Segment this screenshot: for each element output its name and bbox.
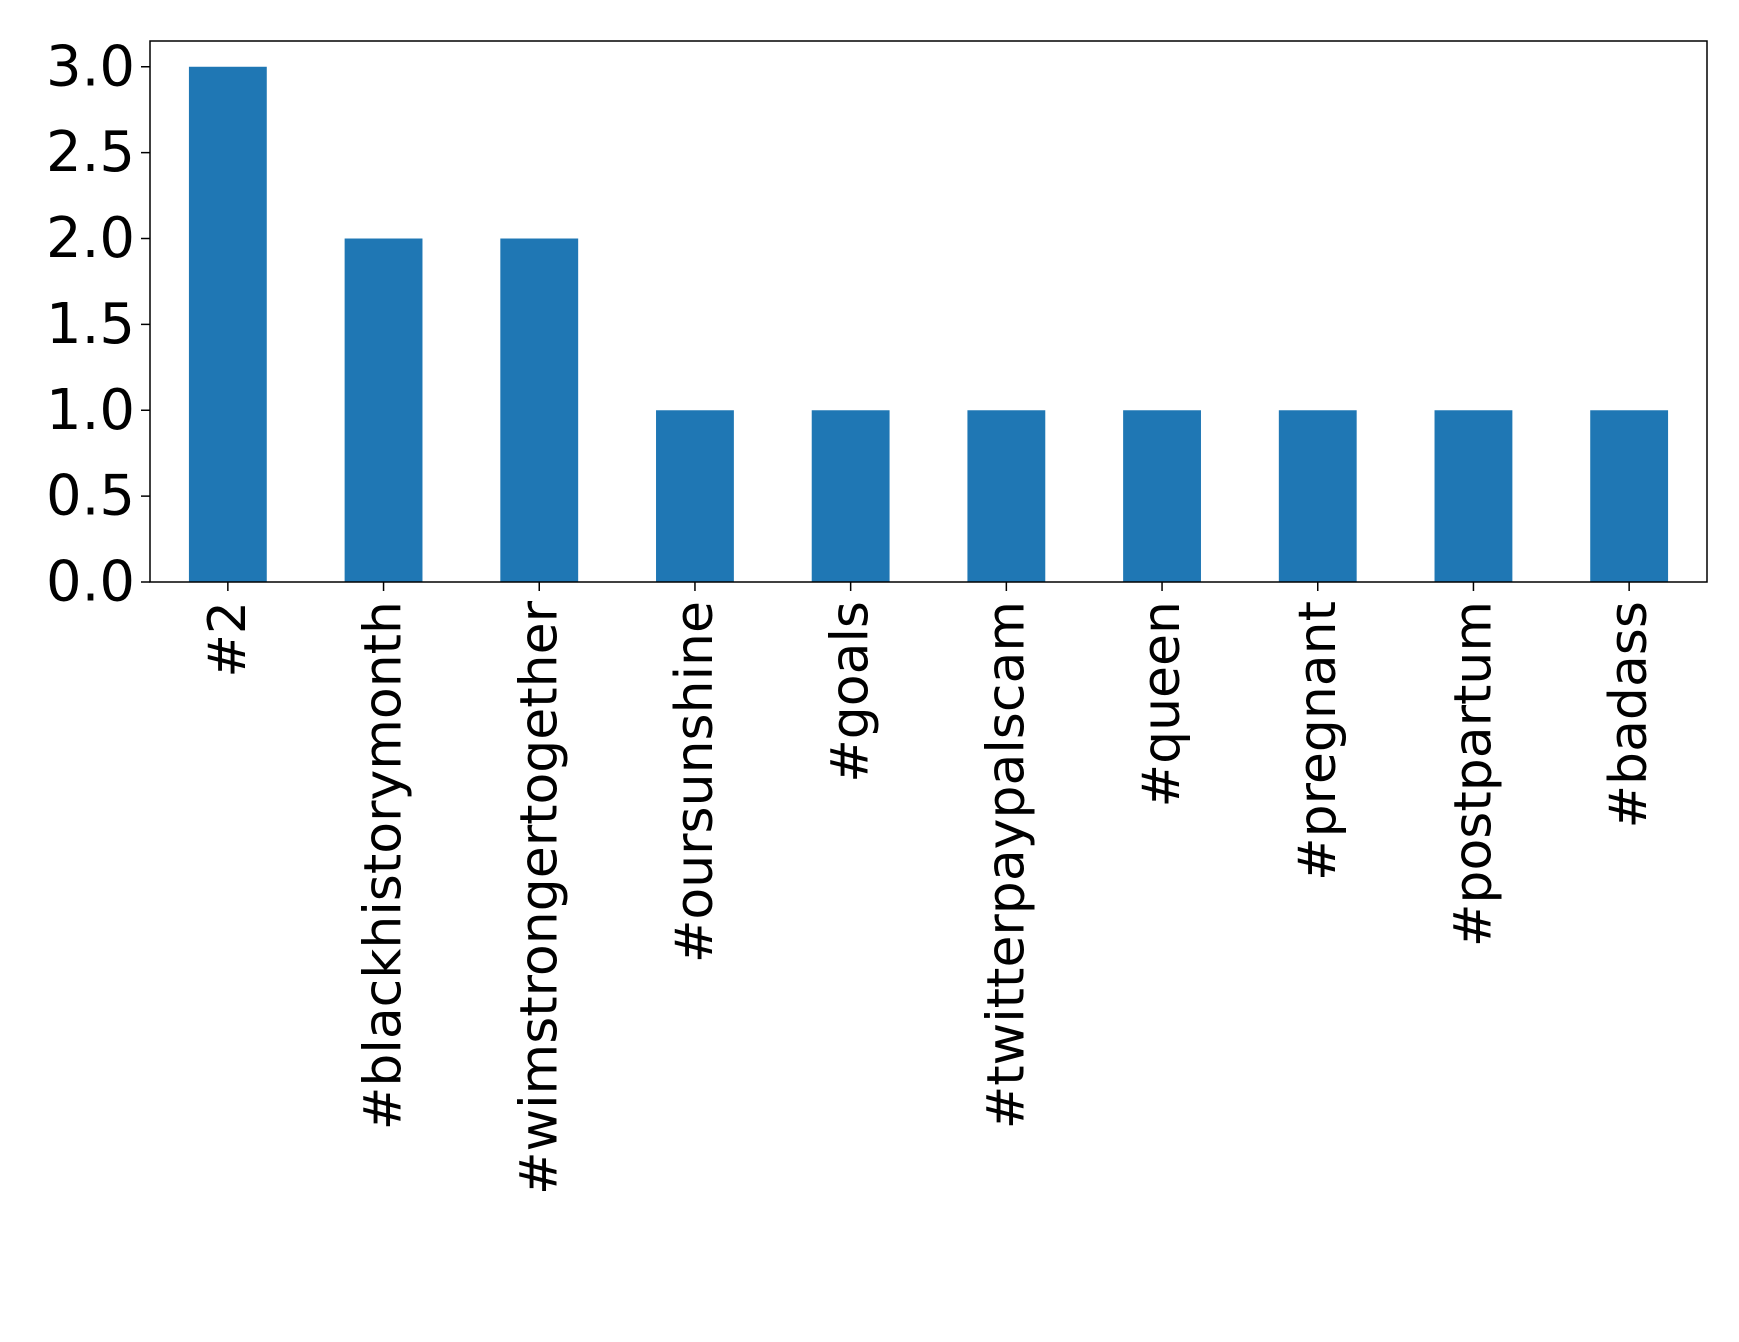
bar	[1434, 410, 1513, 582]
x-tick-label: #postpartum	[1443, 601, 1503, 947]
y-tick-label: 0.5	[46, 464, 135, 529]
y-tick-label: 2.5	[46, 120, 135, 185]
y-axis: 0.0 0.5 1.0 1.5 2.0 2.5 3.0	[46, 34, 150, 615]
y-tick-label: 0.0	[46, 550, 135, 615]
bar	[188, 66, 267, 582]
bar	[500, 238, 579, 582]
bar	[967, 410, 1046, 582]
bar	[1278, 410, 1357, 582]
bar	[811, 410, 890, 582]
x-tick-label: #blackhistorymonth	[354, 601, 414, 1130]
x-axis: #2 #blackhistorymonth #wimstrongertogether…	[198, 582, 1659, 1195]
plot-frame	[149, 40, 1708, 583]
x-tick-label: #oursunshine	[665, 601, 725, 963]
y-tick-label: 2.0	[46, 206, 135, 271]
x-tick-label: #2	[198, 601, 258, 678]
bar	[656, 410, 734, 582]
x-tick-label: #badass	[1599, 601, 1659, 829]
bar	[1123, 410, 1201, 582]
x-tick-label: #twitterpaypalscam	[976, 601, 1036, 1129]
x-tick-label: #pregnant	[1288, 601, 1348, 881]
y-tick-label: 1.5	[46, 292, 135, 357]
y-tick-label: 1.0	[46, 378, 135, 443]
bars	[188, 66, 1669, 582]
x-tick-label: #queen	[1132, 601, 1192, 807]
bar	[1590, 410, 1669, 582]
y-tick-label: 3.0	[46, 34, 135, 99]
x-tick-label: #wimstrongertogether	[509, 600, 569, 1195]
bar	[344, 238, 423, 582]
x-tick-label: #goals	[821, 601, 881, 783]
